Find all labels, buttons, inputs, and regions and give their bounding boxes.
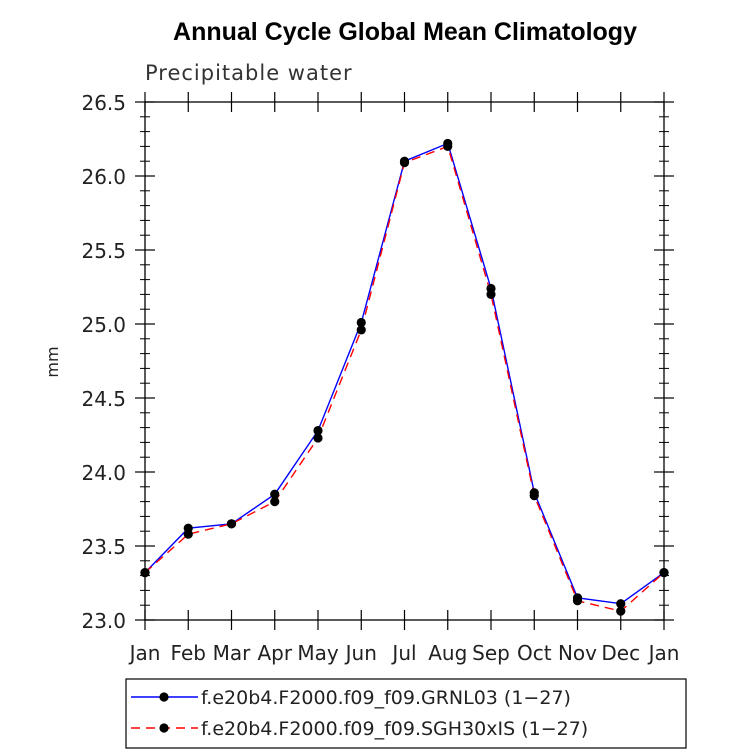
y-tick-label: 25.0 — [81, 313, 126, 337]
y-tick-label: 23.0 — [81, 609, 126, 633]
y-axis-label: mm — [43, 346, 62, 377]
series-2-point — [356, 325, 366, 335]
series-2-point — [183, 529, 193, 539]
x-tick-label: Feb — [171, 641, 206, 665]
x-tick-label: Oct — [517, 641, 552, 665]
legend-marker-2 — [159, 723, 169, 733]
series-1-point — [270, 489, 280, 499]
y-tick-label: 23.5 — [81, 535, 126, 559]
series-2-point — [659, 568, 669, 578]
axis-ticks: 23.0 23.5 24.0 24.5 25.0 25.5 26.0 26.5 Jan Feb Ma… — [81, 91, 679, 665]
series-2-point — [616, 606, 626, 616]
series-1-point — [616, 599, 626, 609]
y-tick-label: 25.5 — [81, 239, 126, 263]
x-tick-label: Nov — [558, 641, 597, 665]
series-line-1 — [144, 142, 665, 605]
x-tick-label: Aug — [428, 641, 467, 665]
series-2-point — [399, 158, 410, 168]
series-2-point — [529, 491, 539, 501]
x-tick-label: Apr — [257, 641, 292, 665]
x-tick-label: Dec — [601, 641, 640, 665]
legend: f.e20b4.F2000.f09_f09.GRNL03 (1−27) f.e20… — [125, 678, 687, 749]
x-tick-label: Mar — [213, 641, 252, 665]
series-layer — [140, 138, 669, 616]
series-2-point — [270, 497, 280, 507]
x-tick-label: Sep — [472, 641, 510, 665]
series-2-point — [313, 433, 323, 443]
y-tick-label: 26.0 — [81, 165, 126, 189]
y-tick-label: 24.5 — [81, 387, 126, 411]
legend-label-2: f.e20b4.F2000.f09_f09.SGH30xIS (1−27) — [201, 718, 588, 740]
series-2-point — [572, 596, 583, 606]
x-tick-label: Jun — [344, 641, 377, 665]
series-2-point — [226, 519, 237, 529]
series-2-point — [486, 289, 496, 299]
x-tick-label: Jan — [128, 641, 161, 665]
y-tick-label: 24.0 — [81, 461, 126, 485]
series-2-point — [140, 568, 150, 578]
series-1-point — [313, 425, 323, 436]
x-tick-label: Jan — [647, 641, 680, 665]
plot-frame — [144, 101, 665, 621]
series-1-point — [356, 317, 366, 328]
series-line-2 — [144, 145, 665, 612]
chart-subtitle: Precipitable water — [145, 61, 353, 85]
chart-title: Annual Cycle Global Mean Climatology — [173, 18, 637, 46]
x-tick-label: May — [297, 641, 339, 665]
x-tick-label: Jul — [390, 641, 416, 665]
legend-frame — [125, 678, 687, 749]
legend-marker-1 — [159, 692, 169, 702]
y-tick-label: 26.5 — [81, 91, 126, 115]
legend-label-1: f.e20b4.F2000.f09_f09.GRNL03 (1−27) — [201, 687, 571, 709]
series-2-point — [443, 141, 453, 151]
